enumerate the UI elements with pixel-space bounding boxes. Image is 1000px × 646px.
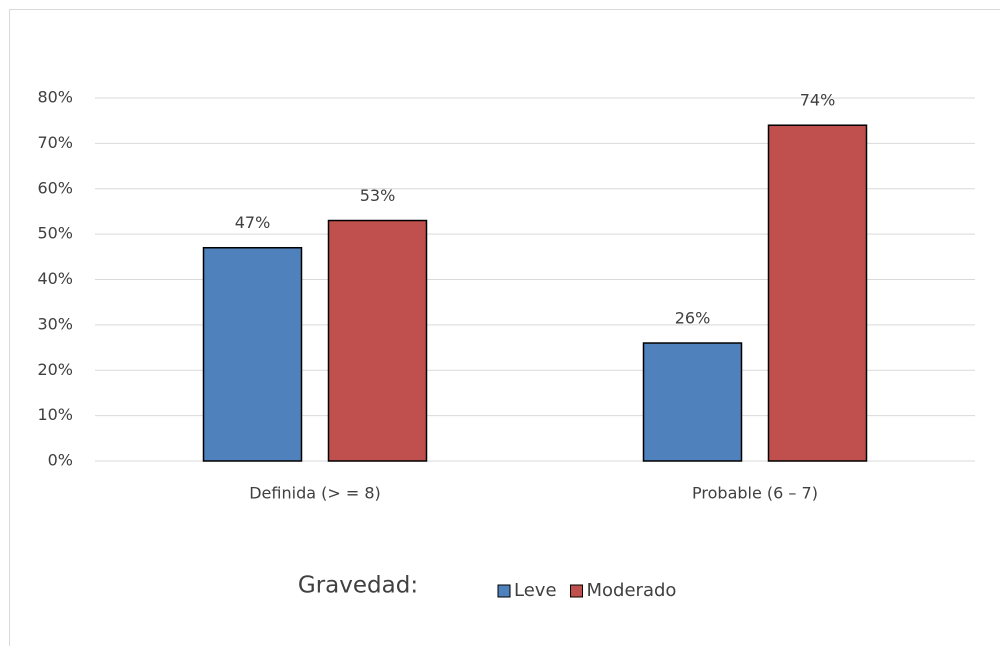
data-label: 53%: [360, 186, 396, 205]
bar: [202, 246, 303, 462]
legend-swatch: [570, 584, 584, 598]
bar: [767, 124, 868, 462]
legend-label: Moderado: [587, 580, 677, 601]
x-tick-label: Probable (6 – 7): [692, 484, 818, 503]
legend-title: Gravedad:: [298, 573, 418, 599]
data-label: 47%: [235, 213, 271, 232]
y-tick-label: 20%: [37, 360, 73, 379]
data-label: 26%: [675, 309, 711, 328]
chart-border: [9, 9, 1000, 646]
y-tick-label: 30%: [37, 314, 73, 333]
y-tick-label: 50%: [37, 224, 73, 243]
y-tick-label: 60%: [37, 178, 73, 197]
y-tick-label: 0%: [48, 451, 73, 470]
legend-label: Leve: [514, 580, 557, 601]
x-tick-label: Definida (> = 8): [249, 484, 381, 503]
y-tick-label: 10%: [37, 405, 73, 424]
y-tick-label: 40%: [37, 269, 73, 288]
bar: [327, 219, 428, 462]
legend-swatch: [497, 584, 511, 598]
data-label: 74%: [800, 91, 836, 110]
bar: [642, 342, 743, 462]
y-tick-label: 70%: [37, 133, 73, 152]
y-tick-label: 80%: [37, 88, 73, 107]
